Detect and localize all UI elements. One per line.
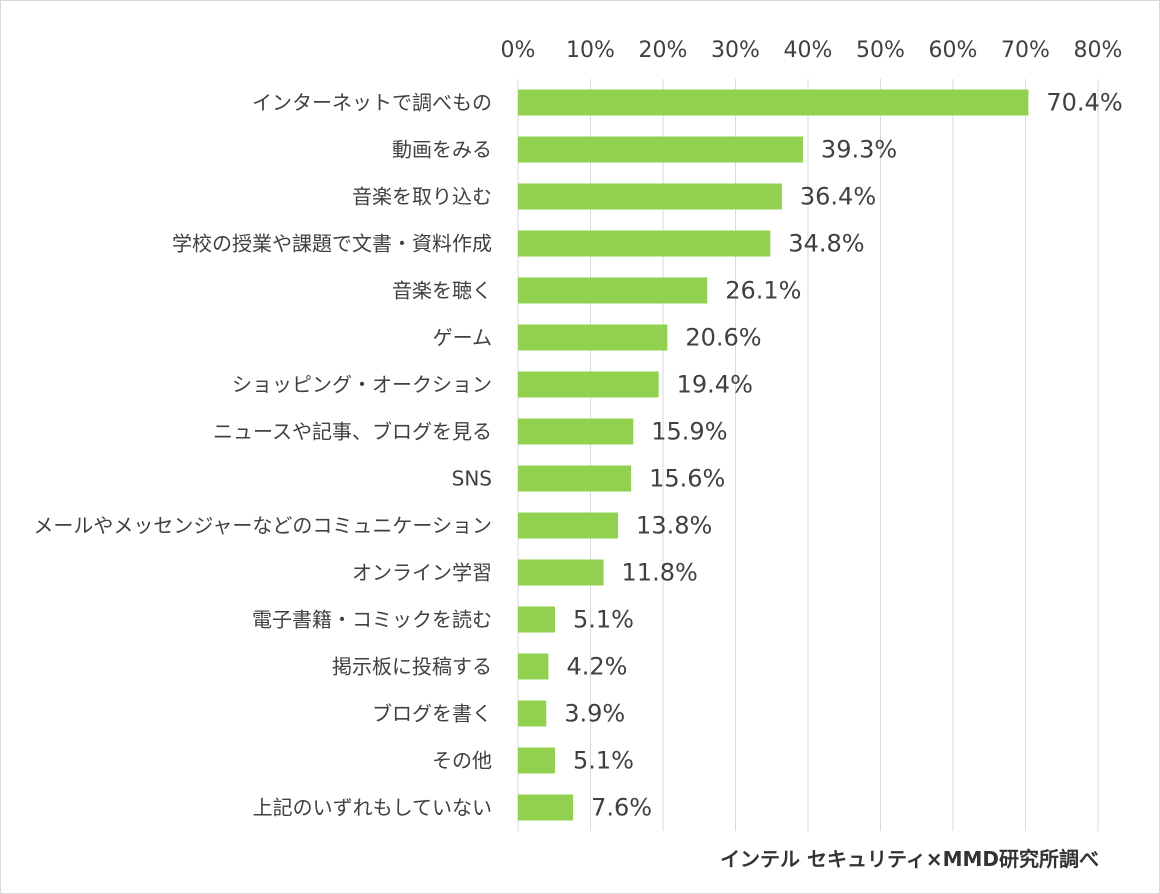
x-tick-label: 30% — [711, 38, 760, 63]
x-tick-label: 10% — [566, 38, 615, 63]
value-label: 19.4% — [677, 371, 753, 399]
category-label: 学校の授業や課題で文書・資料作成 — [172, 232, 492, 256]
category-label: インターネットで調べもの — [252, 91, 492, 115]
bar — [518, 89, 1029, 116]
bar — [518, 371, 659, 398]
bar — [518, 747, 555, 774]
x-tick-label: 80% — [1074, 38, 1123, 63]
category-label: ブログを書く — [372, 702, 492, 726]
x-tick-label: 40% — [784, 38, 833, 63]
bar — [518, 230, 771, 257]
value-label: 20.6% — [685, 324, 761, 352]
category-label: 動画をみる — [392, 138, 492, 162]
value-label: 39.3% — [821, 136, 897, 164]
bar — [518, 277, 708, 304]
value-label: 15.9% — [651, 418, 727, 446]
bar — [518, 559, 604, 586]
category-label: 掲示板に投稿する — [332, 655, 492, 679]
category-label: ニュースや記事、ブログを見る — [213, 420, 492, 444]
value-label: 36.4% — [800, 183, 876, 211]
bar — [518, 653, 549, 680]
x-tick-label: 60% — [929, 38, 978, 63]
value-label: 70.4% — [1046, 89, 1122, 117]
value-label: 5.1% — [573, 606, 634, 634]
bar — [518, 324, 668, 351]
value-label: 15.6% — [649, 465, 725, 493]
x-tick-label: 20% — [639, 38, 688, 63]
value-label: 7.6% — [591, 794, 652, 822]
x-tick-label: 0% — [501, 38, 536, 63]
bar — [518, 465, 632, 492]
value-label: 13.8% — [636, 512, 712, 540]
category-label: ショッピング・オークション — [232, 373, 492, 397]
category-label: SNS — [452, 467, 492, 491]
category-label: ゲーム — [433, 326, 492, 350]
category-label: その他 — [432, 749, 492, 773]
bar — [518, 136, 803, 163]
value-label: 3.9% — [564, 700, 625, 728]
category-label: オンライン学習 — [352, 561, 492, 585]
x-tick-label: 70% — [1001, 38, 1050, 63]
bar — [518, 512, 619, 539]
category-label: 音楽を聴く — [392, 279, 492, 303]
category-label: 電子書籍・コミックを読む — [252, 608, 492, 632]
bar — [518, 606, 555, 633]
x-tick-label: 50% — [856, 38, 905, 63]
value-label: 11.8% — [622, 559, 698, 587]
value-label: 4.2% — [566, 653, 627, 681]
value-label: 34.8% — [788, 230, 864, 258]
category-label: メールやメッセンジャーなどのコミュニケーション — [33, 514, 492, 538]
bar — [518, 183, 782, 210]
bar — [518, 418, 634, 445]
category-label: 音楽を取り込む — [352, 185, 492, 209]
value-label: 5.1% — [573, 747, 634, 775]
bar — [518, 700, 547, 727]
bar — [518, 794, 574, 821]
category-label: 上記のいずれもしていない — [253, 796, 492, 820]
source-note: インテル セキュリティ×MMD研究所調べ — [720, 847, 1099, 871]
value-label: 26.1% — [725, 277, 801, 305]
